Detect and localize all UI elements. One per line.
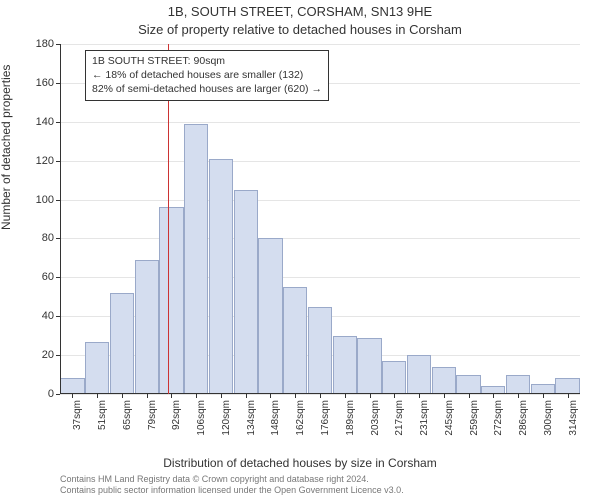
x-axis-label: Distribution of detached houses by size … bbox=[0, 456, 600, 470]
x-tick-label: 79sqm bbox=[147, 400, 158, 430]
gridline bbox=[60, 200, 580, 201]
x-tick-label: 217sqm bbox=[394, 400, 405, 436]
x-tick-label: 65sqm bbox=[122, 400, 133, 430]
annotation-line: 82% of semi-detached houses are larger (… bbox=[92, 82, 322, 96]
histogram-bar bbox=[456, 375, 480, 394]
y-tick-label: 40 bbox=[42, 310, 54, 322]
histogram-bar bbox=[432, 367, 456, 394]
y-tick-label: 60 bbox=[42, 271, 54, 283]
plot-area: 02040608010012014016018037sqm51sqm65sqm7… bbox=[60, 44, 580, 394]
attribution-text: Contains HM Land Registry data © Crown c… bbox=[60, 474, 580, 497]
y-tick-label: 20 bbox=[42, 349, 54, 361]
x-tick-mark bbox=[469, 394, 470, 398]
y-tick-label: 180 bbox=[36, 38, 54, 50]
x-tick-label: 134sqm bbox=[246, 400, 257, 436]
histogram-bar bbox=[159, 207, 183, 394]
annotation-line: 1B SOUTH STREET: 90sqm bbox=[92, 54, 322, 68]
x-tick-mark bbox=[196, 394, 197, 398]
chart-title-line2: Size of property relative to detached ho… bbox=[0, 22, 600, 37]
histogram-bar bbox=[209, 159, 233, 394]
histogram-bar bbox=[506, 375, 530, 394]
x-tick-mark bbox=[221, 394, 222, 398]
attribution-line2: Contains public sector information licen… bbox=[60, 485, 404, 495]
x-tick-mark bbox=[345, 394, 346, 398]
x-tick-mark bbox=[493, 394, 494, 398]
y-axis-label: Number of detached properties bbox=[0, 65, 13, 230]
chart-container: { "titles": { "line1": "1B, SOUTH STREET… bbox=[0, 0, 600, 500]
histogram-bar bbox=[85, 342, 109, 395]
histogram-bar bbox=[357, 338, 381, 394]
x-tick-mark bbox=[122, 394, 123, 398]
x-axis-line bbox=[60, 393, 580, 394]
histogram-bar bbox=[407, 355, 431, 394]
histogram-bar bbox=[555, 378, 579, 394]
annotation-box: 1B SOUTH STREET: 90sqm← 18% of detached … bbox=[85, 50, 329, 101]
x-tick-label: 259sqm bbox=[469, 400, 480, 436]
gridline bbox=[60, 122, 580, 123]
x-tick-mark bbox=[394, 394, 395, 398]
x-tick-label: 231sqm bbox=[419, 400, 430, 436]
histogram-bar bbox=[308, 307, 332, 395]
x-tick-label: 51sqm bbox=[97, 400, 108, 430]
y-tick-label: 0 bbox=[48, 388, 54, 400]
x-tick-label: 272sqm bbox=[493, 400, 504, 436]
histogram-bar bbox=[60, 378, 84, 394]
y-tick-label: 160 bbox=[36, 77, 54, 89]
histogram-bar bbox=[135, 260, 159, 394]
y-tick-label: 140 bbox=[36, 116, 54, 128]
x-tick-label: 176sqm bbox=[320, 400, 331, 436]
x-tick-label: 314sqm bbox=[568, 400, 579, 436]
x-tick-label: 245sqm bbox=[444, 400, 455, 436]
x-tick-mark bbox=[419, 394, 420, 398]
histogram-bar bbox=[234, 190, 258, 394]
x-tick-label: 106sqm bbox=[196, 400, 207, 436]
x-tick-label: 120sqm bbox=[221, 400, 232, 436]
x-tick-mark bbox=[370, 394, 371, 398]
histogram-bar bbox=[283, 287, 307, 394]
x-tick-mark bbox=[72, 394, 73, 398]
x-tick-mark bbox=[444, 394, 445, 398]
x-tick-mark bbox=[246, 394, 247, 398]
x-tick-label: 148sqm bbox=[270, 400, 281, 436]
x-tick-mark bbox=[147, 394, 148, 398]
x-tick-label: 162sqm bbox=[295, 400, 306, 436]
x-tick-label: 286sqm bbox=[518, 400, 529, 436]
x-tick-mark bbox=[295, 394, 296, 398]
y-tick-label: 120 bbox=[36, 155, 54, 167]
y-axis-line bbox=[60, 44, 61, 394]
gridline bbox=[60, 161, 580, 162]
x-tick-label: 92sqm bbox=[171, 400, 182, 430]
x-tick-label: 203sqm bbox=[370, 400, 381, 436]
histogram-bar bbox=[258, 238, 282, 394]
y-tick-mark bbox=[56, 394, 60, 395]
x-tick-mark bbox=[97, 394, 98, 398]
x-tick-mark bbox=[543, 394, 544, 398]
histogram-bar bbox=[382, 361, 406, 394]
chart-title-line1: 1B, SOUTH STREET, CORSHAM, SN13 9HE bbox=[0, 4, 600, 19]
y-tick-label: 100 bbox=[36, 194, 54, 206]
x-tick-mark bbox=[270, 394, 271, 398]
annotation-line: ← 18% of detached houses are smaller (13… bbox=[92, 68, 322, 82]
x-tick-label: 300sqm bbox=[543, 400, 554, 436]
x-tick-mark bbox=[320, 394, 321, 398]
x-tick-mark bbox=[171, 394, 172, 398]
histogram-bar bbox=[184, 124, 208, 394]
attribution-line1: Contains HM Land Registry data © Crown c… bbox=[60, 474, 369, 484]
x-tick-label: 37sqm bbox=[72, 400, 83, 430]
histogram-bar bbox=[333, 336, 357, 394]
histogram-bar bbox=[110, 293, 134, 394]
x-tick-mark bbox=[568, 394, 569, 398]
gridline bbox=[60, 44, 580, 45]
gridline bbox=[60, 238, 580, 239]
y-tick-label: 80 bbox=[42, 232, 54, 244]
x-tick-label: 189sqm bbox=[345, 400, 356, 436]
x-tick-mark bbox=[518, 394, 519, 398]
